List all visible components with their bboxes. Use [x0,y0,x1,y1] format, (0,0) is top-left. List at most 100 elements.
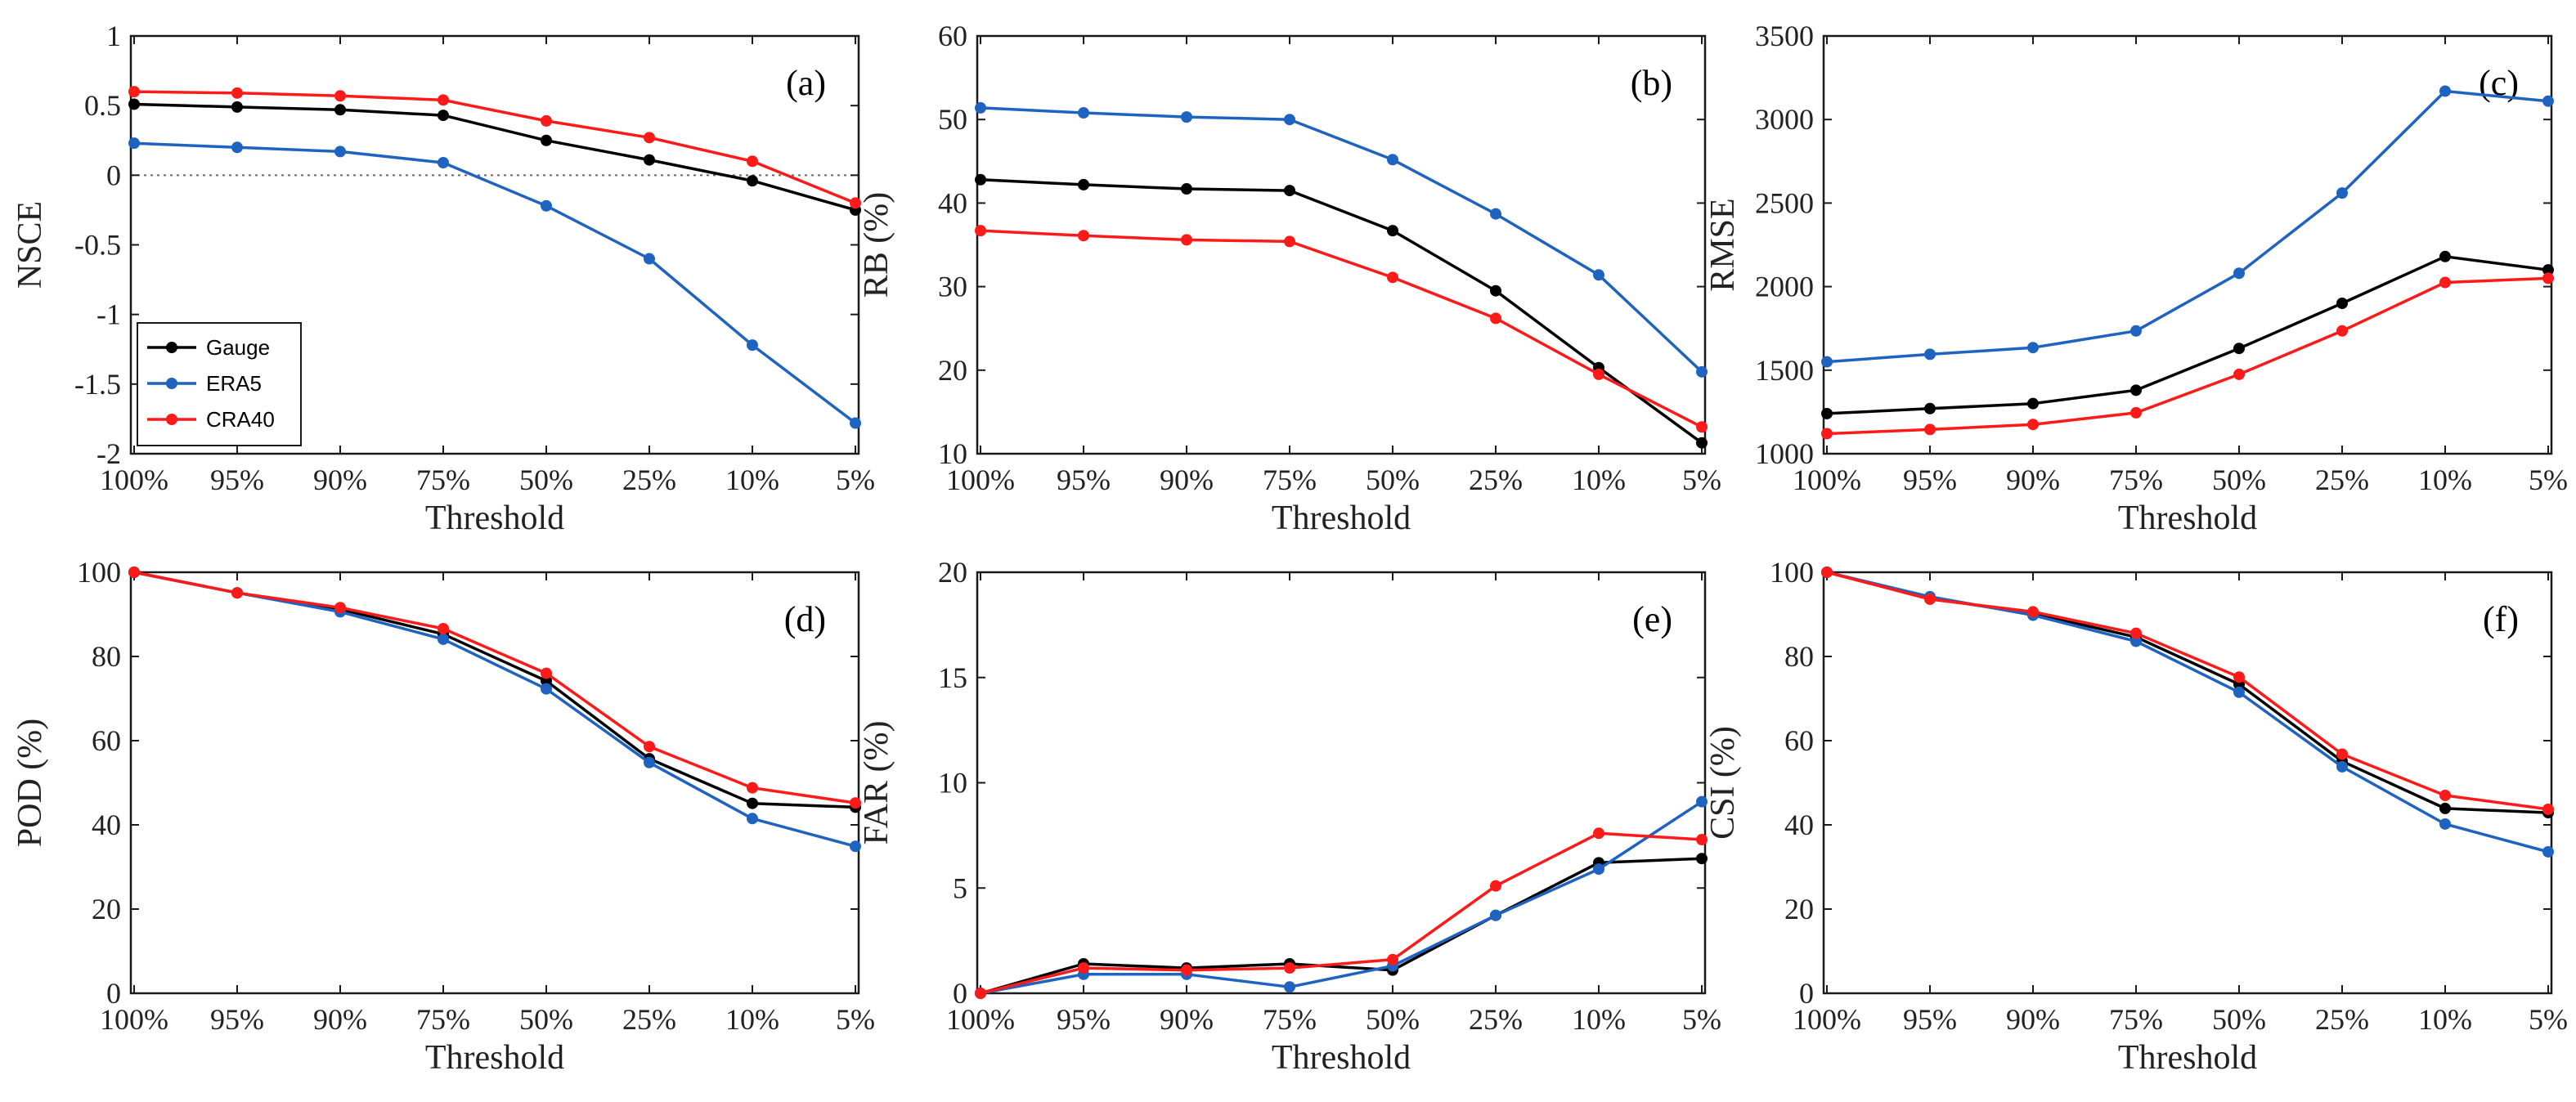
series-line-era5 [1826,89,2549,364]
series-line-cra40 [1826,276,2549,436]
data-point-gauge [644,154,655,166]
x-tick-label: 90% [2006,1003,2060,1036]
y-tick-label: -1.5 [74,368,121,401]
y-tick-label: 60 [938,20,967,52]
series-line-cra40 [1826,571,2549,811]
x-axis-label: Threshold [2118,499,2257,537]
y-tick-label: 40 [1784,809,1814,841]
x-tick-label: 25% [622,1003,676,1036]
data-point-gauge [2130,384,2142,396]
series-cra40 [128,86,861,209]
x-tick-label: 5% [1682,464,1721,496]
panel-label: (b) [1631,63,1672,103]
data-point-cra40 [2027,606,2039,618]
series-gauge [128,567,861,813]
y-tick-label: 50 [938,103,967,136]
x-tick-label: 50% [519,1003,573,1036]
x-tick-label: 90% [313,1003,367,1036]
data-point-cra40 [1387,953,1398,965]
y-tick-label: 1500 [1755,354,1814,387]
y-axis-label: POD (%) [11,719,49,847]
x-tick-label: 95% [210,464,264,496]
series-era5 [128,567,861,853]
y-tick-label: 20 [938,556,967,589]
x-tick-label: 75% [416,1003,470,1036]
legend-swatch-marker [166,378,177,389]
series-line-gauge [980,178,1703,445]
data-point-era5 [2233,686,2245,698]
data-point-cra40 [128,567,140,578]
x-tick-label: 5% [1682,1003,1721,1036]
data-point-cra40 [1821,428,1833,440]
series-cra40 [1821,567,2554,815]
data-point-era5 [2336,187,2348,199]
data-point-era5 [1284,114,1295,126]
y-tick-label: 0 [1799,977,1814,1010]
data-point-era5 [1490,909,1501,921]
data-point-era5 [128,137,140,150]
y-tick-label: 0.5 [84,89,121,122]
data-point-gauge [334,104,346,116]
x-axis-label: Threshold [1272,499,1411,537]
data-point-gauge [1387,225,1398,237]
data-point-era5 [1924,348,1936,361]
x-tick-label: 100% [100,1003,168,1036]
x-tick-label: 10% [725,464,779,496]
data-point-era5 [2233,267,2245,280]
y-tick-label: -2 [96,437,121,470]
y-tick-label: 2000 [1755,271,1814,303]
series-line-gauge [133,571,856,809]
y-tick-label: 60 [92,724,121,757]
y-tick-label: 20 [92,893,121,925]
data-point-gauge [2233,343,2245,355]
data-point-gauge [128,98,140,110]
data-point-era5 [850,417,861,429]
data-point-cra40 [1593,368,1604,380]
data-point-cra40 [2336,748,2348,760]
y-tick-label: 40 [92,809,121,841]
y-tick-label: 20 [1784,893,1814,925]
data-point-cra40 [2130,406,2142,419]
data-point-cra40 [231,87,243,99]
y-tick-label: 60 [1784,724,1814,757]
data-point-gauge [2336,298,2348,310]
y-axis-label: RMSE [1704,198,1742,291]
data-point-gauge [541,134,552,146]
y-tick-label: 80 [92,640,121,673]
legend-entry-label: Gauge [206,335,270,360]
series-line-gauge [1826,255,2549,415]
data-point-cra40 [975,225,986,237]
x-tick-label: 100% [1793,1003,1861,1036]
data-point-gauge [975,173,986,186]
y-tick-label: 100 [77,556,121,589]
series-line-gauge [1826,571,2549,814]
data-point-era5 [438,633,449,645]
data-point-era5 [2336,760,2348,773]
data-point-cra40 [438,94,449,106]
data-point-cra40 [1284,962,1295,974]
data-point-cra40 [1078,962,1089,974]
data-point-era5 [334,146,346,158]
series-line-gauge [133,102,856,212]
x-tick-label: 90% [1160,464,1214,496]
series-gauge [1821,250,2554,419]
data-point-cra40 [1490,312,1501,325]
data-point-gauge [1181,183,1192,195]
series-line-era5 [980,106,1703,374]
data-point-cra40 [1593,827,1604,840]
x-tick-label: 90% [2006,464,2060,496]
series-line-cra40 [980,831,1703,995]
data-point-era5 [747,339,758,352]
x-tick-label: 90% [313,464,367,496]
series-line-cra40 [980,229,1703,428]
x-axis-label: Threshold [2118,1039,2257,1077]
data-point-era5 [1696,365,1708,378]
data-point-cra40 [1181,234,1192,246]
data-point-gauge [2542,264,2554,276]
data-point-cra40 [850,197,861,209]
